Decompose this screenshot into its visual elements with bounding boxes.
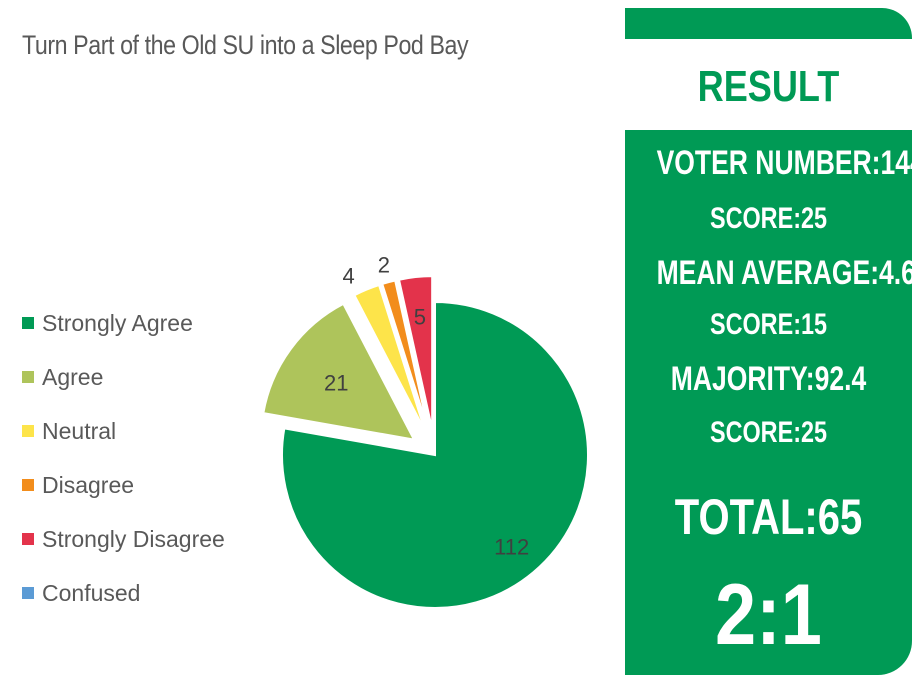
result-heading: RESULT (697, 62, 840, 111)
data-label-strongly-disagree: 5 (414, 305, 426, 330)
data-label-disagree: 2 (378, 252, 390, 277)
legend-item-confused: Confused (22, 566, 225, 620)
pie-slice-disagree (381, 279, 430, 431)
chart-title: Turn Part of the Old SU into a Sleep Pod… (22, 30, 469, 60)
legend-swatch (22, 533, 34, 545)
score-text-1: SCORE:25 (709, 202, 828, 235)
data-label-agree: 21 (324, 371, 348, 396)
legend-item-strongly-disagree: Strongly Disagree (22, 512, 225, 566)
legend-swatch (22, 479, 34, 491)
chart-legend: Strongly Agree Agree Neutral Disagree St… (22, 296, 225, 620)
legend-swatch (22, 317, 34, 329)
legend-label: Strongly Disagree (42, 525, 225, 552)
pie-slice-agree (262, 302, 416, 441)
legend-item-strongly-agree: Strongly Agree (22, 296, 225, 350)
majority-text: MAJORITY:92.4 (670, 360, 867, 398)
legend-swatch (22, 587, 34, 599)
total-text: TOTAL:65 (674, 489, 863, 545)
data-label-strongly-agree: 112 (494, 534, 529, 559)
legend-label: Neutral (42, 417, 117, 444)
mean-average-text: MEAN AVERAGE:4.62 (656, 254, 918, 292)
pie-slice-neutral (353, 283, 427, 432)
result-panel-top-bar (625, 8, 912, 39)
data-label-neutral: 4 (343, 263, 355, 288)
legend-label: Confused (42, 579, 141, 606)
pie-slice-strongly-disagree (397, 275, 434, 430)
legend-item-agree: Agree (22, 350, 225, 404)
legend-label: Disagree (42, 471, 135, 498)
score-text-2: SCORE:15 (709, 308, 828, 341)
legend-label: Strongly Agree (42, 309, 193, 336)
legend-label: Agree (42, 363, 104, 390)
score-text-3: SCORE:25 (709, 416, 828, 449)
pie-chart: 112 21 4 2 5 (262, 252, 589, 609)
legend-item-neutral: Neutral (22, 404, 225, 458)
legend-item-disagree: Disagree (22, 458, 225, 512)
ratio-text: 2:1 (715, 567, 822, 663)
pie-slice-strongly-agree (281, 300, 589, 609)
legend-swatch (22, 371, 34, 383)
legend-swatch (22, 425, 34, 437)
voter-number-text: VOTER NUMBER:144 (656, 144, 918, 182)
result-panel: VOTER NUMBER:144 SCORE:25 MEAN AVERAGE:4… (625, 130, 918, 675)
